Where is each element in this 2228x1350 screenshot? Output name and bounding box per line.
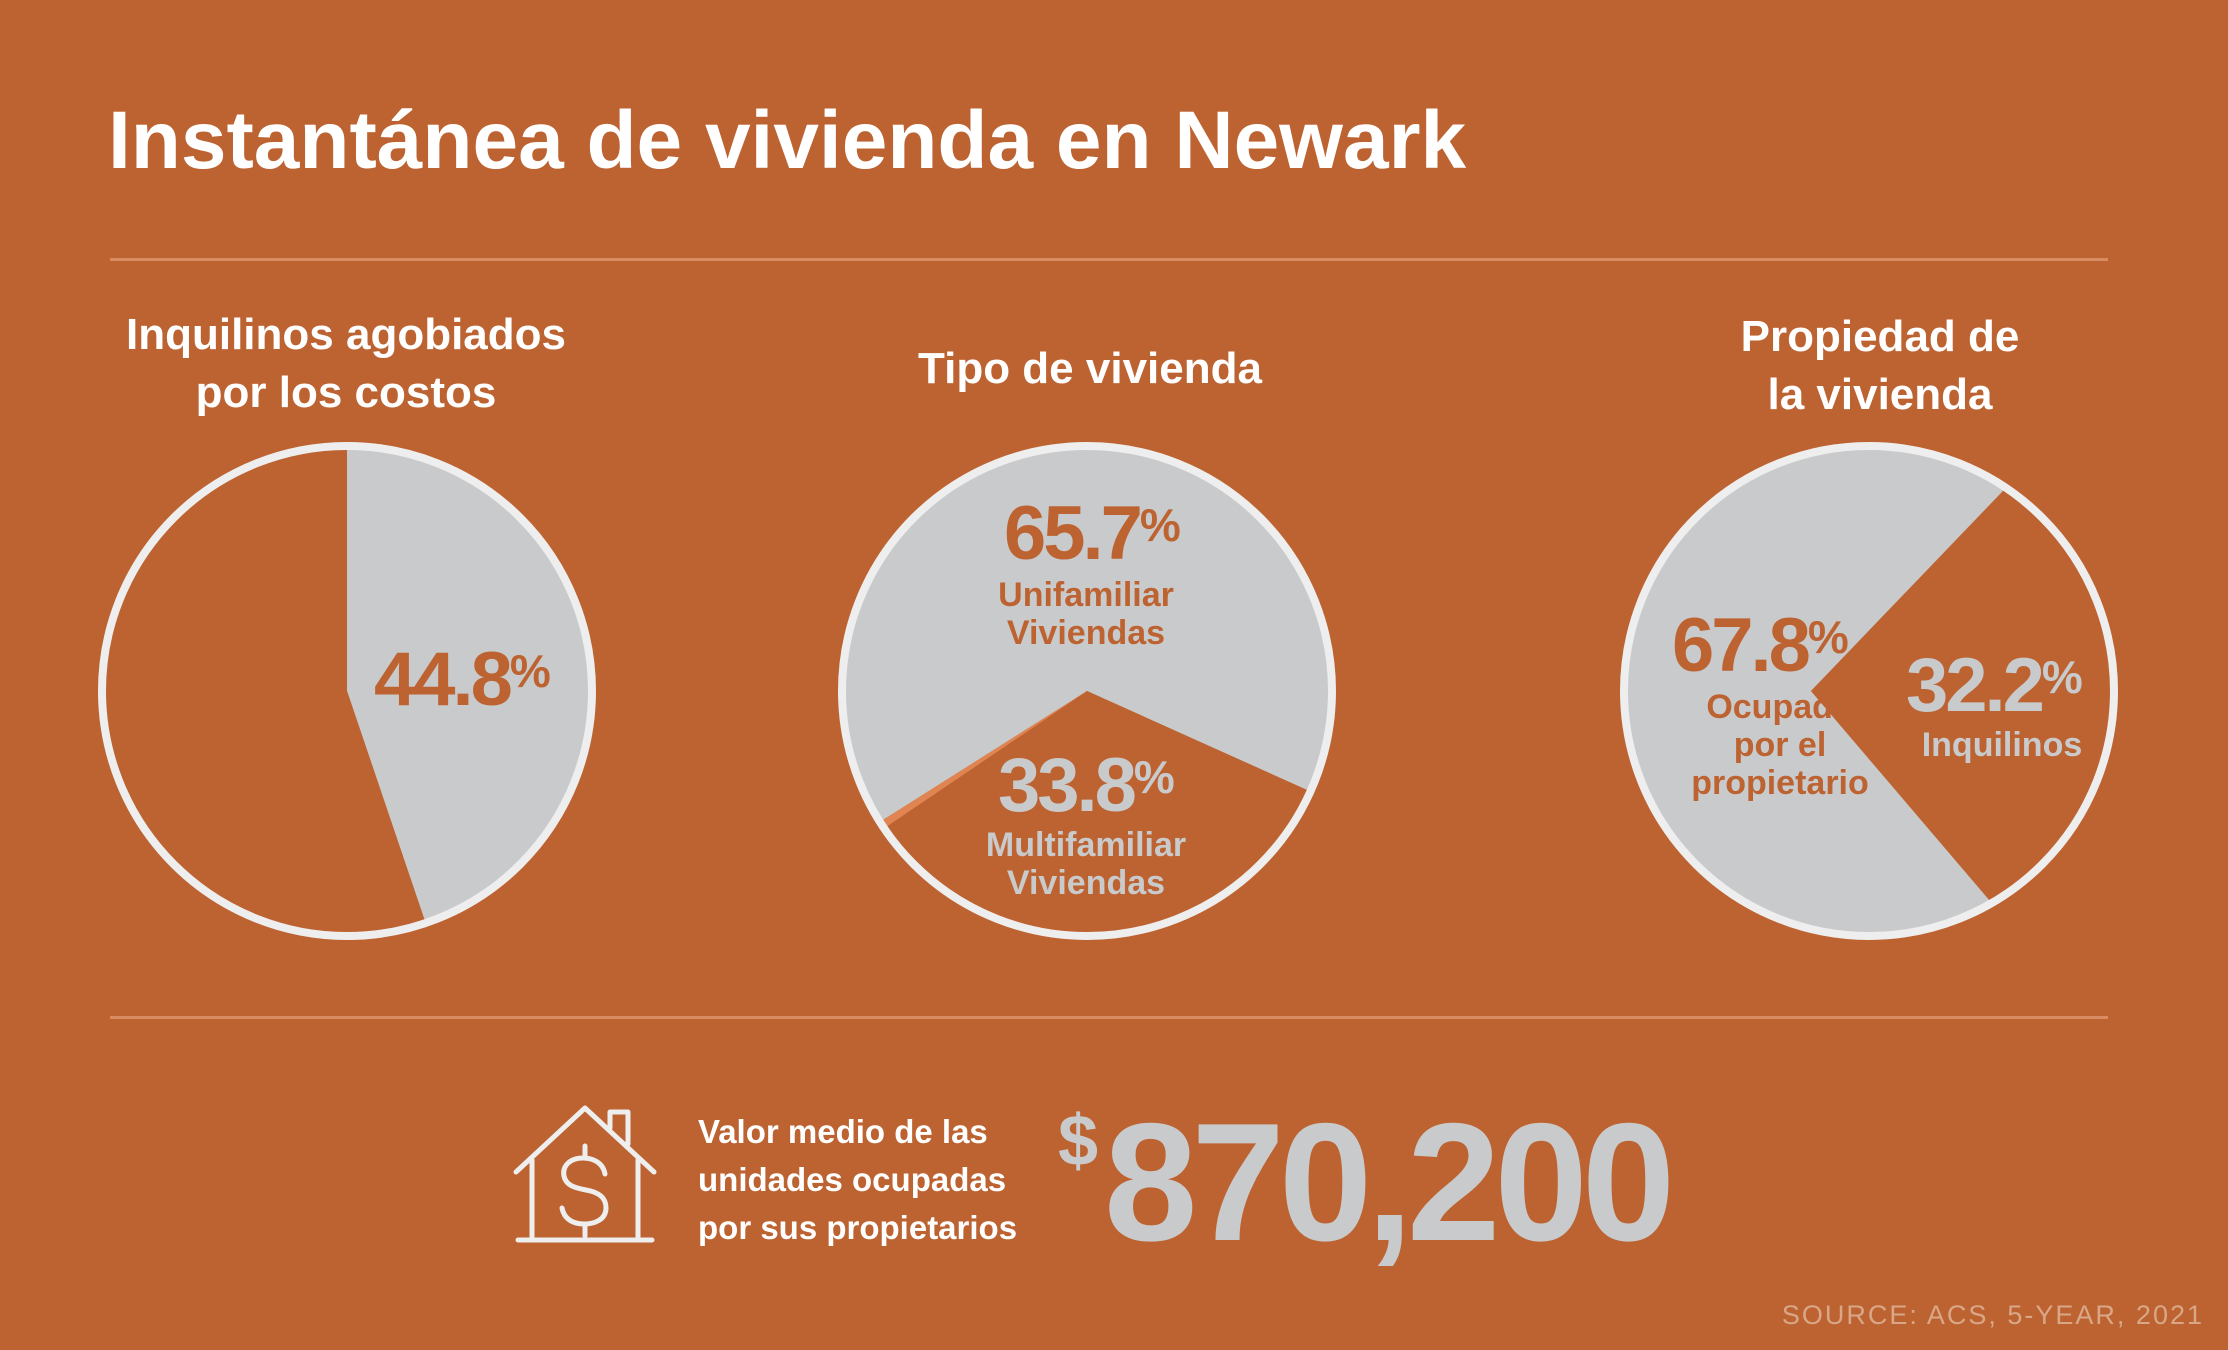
slice-label-single-family-line-2: Viviendas — [1006, 614, 1166, 652]
chart-1-title-line-2: por los costos — [195, 368, 497, 417]
slice-label-owner-occupied-line-2: por el — [1733, 726, 1827, 764]
median-label-line-2: unidades ocupadas — [698, 1161, 1007, 1198]
chart-3-title-line-1: Propiedad de — [1740, 312, 2020, 361]
pie-chart-housing-type — [838, 442, 1336, 940]
slice-value-multi-family: 33.8% — [998, 743, 1175, 828]
pie-chart-ownership — [1620, 442, 2118, 940]
slice-value-single-family: 65.7% — [1004, 491, 1181, 576]
median-value-label: Valor medio de las unidades ocupadas por… — [698, 1108, 1017, 1252]
pie-slice-single-family — [842, 445, 1332, 822]
slice-label-multi-family-line-2: Viviendas — [1006, 864, 1166, 902]
pie-outline — [98, 442, 596, 940]
pie-slice-owner-occupied — [1624, 446, 2007, 936]
pie-chart-cost-burdened — [98, 442, 596, 940]
slice-label-renters: Inquilinos — [1906, 726, 2098, 764]
pie-slice-other — [101, 446, 426, 936]
pie-outline — [838, 442, 1336, 940]
slice-label-multi-family: Multifamiliar Viviendas — [952, 826, 1220, 902]
chart-2-title-line-1: Tipo de vivienda — [918, 344, 1262, 393]
median-value: 870,200 — [1104, 1088, 1675, 1276]
chart-2-title: Tipo de vivienda — [810, 340, 1370, 398]
chart-1-title: Inquilinos agobiados por los costos — [66, 306, 626, 422]
bottom-divider — [110, 1016, 2108, 1019]
pie-slice-cost-burdened — [347, 446, 592, 924]
currency-symbol: $ — [1058, 1101, 1099, 1181]
slice-value-owner-occupied: 67.8% — [1672, 603, 1849, 688]
chart-3-title-line-2: la vivienda — [1767, 370, 1993, 419]
median-label-line-1: Valor medio de las — [698, 1113, 988, 1150]
slice-value-renters: 32.2% — [1906, 643, 2083, 728]
page-title: Instantánea de vivienda en Newark — [108, 95, 1467, 186]
pie-slice-renters — [1811, 487, 2114, 904]
chart-1-title-line-1: Inquilinos agobiados — [126, 310, 566, 359]
chart-3-title: Propiedad de la vivienda — [1600, 308, 2160, 424]
top-divider — [110, 258, 2108, 261]
slice-label-multi-family-line-1: Multifamiliar — [985, 826, 1187, 864]
source-note: SOURCE: ACS, 5-YEAR, 2021 — [1781, 1300, 2204, 1330]
slice-label-owner-occupied-line-3: propietario — [1691, 764, 1869, 802]
median-label-line-3: por sus propietarios — [698, 1209, 1018, 1246]
pie-slice-multi-family — [884, 691, 1311, 936]
slice-value-cost-burdened: 44.8% — [374, 637, 551, 722]
slice-label-renters-line-1: Inquilinos — [1921, 726, 2083, 764]
house-dollar-icon — [513, 1105, 657, 1243]
pie-outline — [1620, 442, 2118, 940]
slice-label-owner-occupied: Ocupado por el propietario — [1660, 688, 1900, 802]
slice-label-owner-occupied-line-1: Ocupado — [1706, 688, 1854, 726]
pie-slice-other-type — [879, 691, 1087, 829]
slice-label-single-family: Unifamiliar Viviendas — [952, 576, 1220, 652]
slice-label-single-family-line-1: Unifamiliar — [998, 576, 1174, 614]
